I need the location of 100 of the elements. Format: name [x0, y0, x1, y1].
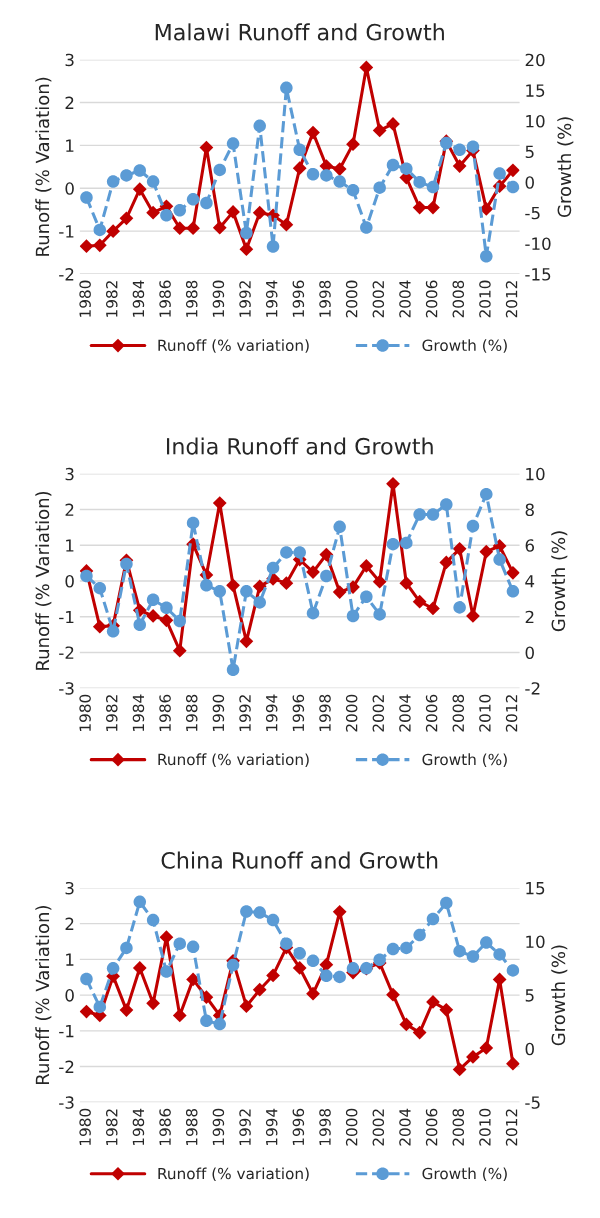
point: [186, 940, 200, 954]
point: [480, 250, 493, 263]
point: [440, 498, 453, 511]
point: [306, 606, 320, 620]
y-axis-title: Runoff (% Variation): [35, 906, 52, 1084]
y2-tick-label: -2: [525, 682, 540, 695]
y2-tick-label: 8: [525, 503, 534, 517]
point: [160, 601, 173, 615]
x-tick-label: 2004: [399, 1108, 411, 1146]
point: [106, 625, 120, 638]
y2-tick-label: 5: [525, 145, 534, 159]
y-tick-label: 0: [65, 574, 74, 588]
legend-label: Growth (%): [422, 1167, 507, 1182]
point: [439, 1002, 454, 1017]
y2-tick-label: -10: [525, 237, 551, 250]
point: [133, 895, 147, 909]
point: [132, 961, 147, 975]
point: [400, 941, 413, 955]
point: [226, 578, 240, 593]
point: [252, 579, 267, 594]
y2-tick-label: 6: [525, 539, 535, 552]
point: [266, 240, 280, 253]
x-tick-label: 1996: [292, 280, 305, 317]
point: [93, 223, 107, 237]
point: [373, 181, 386, 194]
x-tick-label: 2008: [452, 280, 465, 318]
point: [386, 537, 400, 551]
point: [213, 1017, 226, 1031]
point: [399, 576, 414, 590]
x-tick-label: 1984: [132, 280, 145, 317]
x-tick-label: 2010: [479, 280, 491, 318]
point: [200, 579, 213, 592]
point: [132, 182, 147, 197]
point: [386, 476, 400, 491]
y2-tick-label: -5: [525, 206, 540, 220]
point: [333, 175, 346, 188]
point: [413, 928, 426, 942]
x-tick-label: 1998: [319, 280, 331, 317]
point: [426, 200, 440, 215]
legend-label: Runoff (% variation): [158, 1167, 309, 1182]
x-tick-label: 2010: [479, 694, 491, 732]
x-tick-label: 1988: [185, 694, 198, 731]
x-tick-label: 2000: [345, 1108, 358, 1146]
point: [493, 553, 506, 566]
point: [253, 596, 266, 609]
y2-tick-label: 20: [525, 53, 545, 67]
point: [199, 140, 214, 155]
point: [426, 995, 440, 1009]
point: [306, 954, 320, 968]
point: [240, 585, 253, 598]
y-tick-label: 0: [65, 989, 74, 1002]
point: [146, 913, 160, 927]
point: [372, 123, 387, 138]
point: [480, 487, 493, 501]
x-tick-label: 1992: [239, 695, 251, 731]
point: [319, 957, 334, 972]
point: [253, 119, 266, 133]
y2-tick-label: -5: [525, 1096, 540, 1109]
y2-axis-title: Growth (%): [551, 945, 568, 1046]
point: [172, 643, 187, 658]
point: [292, 961, 307, 975]
point: [266, 968, 280, 983]
y-axis-title: Runoff (% Variation): [35, 77, 52, 256]
point: [279, 217, 294, 232]
x-tick-label: 2012: [505, 695, 518, 732]
y2-tick-label: 10: [526, 935, 545, 949]
y2-tick-label: 15: [526, 882, 545, 895]
x-tick-label: 1996: [292, 1108, 305, 1146]
point: [413, 175, 426, 189]
point: [159, 613, 174, 628]
point: [400, 536, 413, 550]
point: [280, 937, 293, 950]
x-tick-label: 1992: [239, 1109, 251, 1146]
point: [80, 569, 93, 583]
point: [120, 941, 133, 955]
x-tick-label: 2004: [399, 694, 411, 732]
point: [280, 546, 293, 559]
point: [413, 508, 426, 521]
point: [360, 590, 373, 603]
point: [373, 953, 386, 966]
x-tick-label: 2000: [345, 694, 358, 732]
x-tick-label: 1992: [239, 281, 251, 317]
x-tick-label: 2010: [479, 1108, 491, 1146]
point: [240, 226, 253, 240]
x-tick-label: 1982: [105, 1109, 118, 1146]
y2-tick-label: 5: [525, 989, 534, 1002]
point: [493, 167, 506, 180]
point: [200, 196, 213, 210]
point: [479, 1041, 494, 1055]
point: [386, 987, 400, 1002]
point: [319, 547, 334, 562]
x-tick-label: 1988: [185, 280, 198, 317]
x-tick-label: 1998: [319, 694, 331, 731]
y-tick-label: 0: [65, 182, 74, 195]
point: [372, 574, 387, 589]
point: [280, 81, 293, 95]
x-tick-label: 2006: [425, 280, 438, 318]
point: [506, 1056, 520, 1071]
point: [160, 209, 173, 222]
point: [252, 982, 267, 997]
